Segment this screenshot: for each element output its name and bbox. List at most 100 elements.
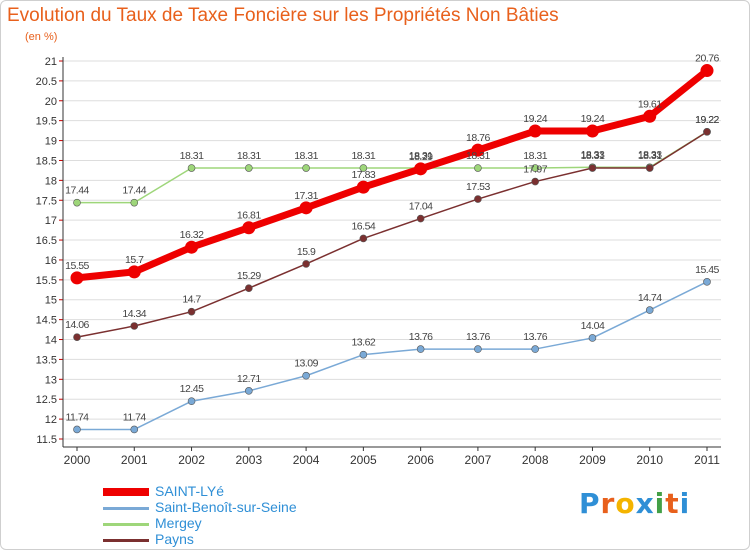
data-label: 19.24 — [581, 113, 605, 125]
legend-label: SAINT-LYé — [155, 483, 224, 499]
x-tick-label: 2004 — [293, 453, 320, 467]
y-tick-label: 15.5 — [36, 275, 57, 287]
data-point — [359, 350, 368, 359]
x-tick-label: 2008 — [522, 453, 549, 467]
legend-label: Saint-Benoît-sur-Seine — [155, 499, 297, 515]
legend-swatch — [103, 488, 149, 496]
data-label: 18.33 — [581, 149, 605, 161]
chart-unit-label: (en %) — [25, 31, 58, 43]
proxiti-logo: Proxiti — [579, 487, 690, 520]
data-point — [130, 198, 139, 207]
data-point — [359, 164, 368, 172]
data-label: 19.22 — [695, 114, 719, 126]
y-tick-label: 21 — [45, 56, 57, 68]
data-point — [531, 345, 539, 353]
data-label: 18.31 — [351, 150, 375, 162]
data-label: 18.76 — [466, 132, 490, 144]
data-label: 14.04 — [581, 320, 605, 332]
x-tick-label: 2000 — [64, 453, 91, 467]
x-tick-label: 2009 — [579, 453, 606, 467]
data-label: 13.09 — [294, 358, 318, 370]
x-tick-label: 2006 — [407, 453, 434, 467]
logo-letter: o — [615, 487, 636, 520]
data-point — [645, 164, 654, 172]
data-point — [471, 143, 485, 157]
data-label: 17.44 — [122, 185, 146, 197]
legend-label: Payns — [155, 531, 194, 547]
data-label: 17.04 — [409, 201, 433, 213]
data-label: 20.76 — [695, 53, 719, 65]
y-tick-label: 15 — [45, 295, 57, 307]
data-point — [130, 322, 139, 330]
y-tick-label: 20 — [45, 96, 57, 108]
data-label: 18.31 — [180, 150, 204, 162]
data-point — [302, 164, 310, 172]
data-point — [531, 177, 539, 186]
y-tick-label: 11.5 — [36, 434, 57, 446]
data-label: 17.44 — [65, 185, 89, 197]
data-label: 19.22 — [695, 114, 719, 126]
logo-letter: i — [679, 487, 691, 520]
data-label: 15.7 — [125, 254, 144, 266]
x-tick-label: 2003 — [235, 453, 262, 467]
data-point — [531, 164, 539, 172]
y-tick-label: 16.5 — [36, 235, 57, 247]
data-point — [73, 198, 81, 207]
legend-label: Mergey — [155, 515, 202, 531]
data-label: 11.74 — [123, 411, 147, 423]
data-point — [585, 124, 599, 138]
data-label: 14.74 — [638, 292, 662, 304]
data-point — [356, 180, 370, 194]
data-label: 13.76 — [523, 331, 547, 343]
data-label: 18.31 — [409, 150, 433, 162]
y-tick-label: 12 — [45, 414, 57, 426]
y-tick-label: 13 — [45, 374, 57, 386]
data-label: 18.31 — [581, 150, 605, 162]
data-label: 17.83 — [351, 169, 375, 181]
y-tick-label: 17.5 — [36, 195, 57, 207]
y-tick-label: 18 — [45, 175, 57, 187]
data-point — [645, 306, 654, 314]
data-point — [416, 214, 425, 223]
data-point — [245, 387, 253, 395]
data-point — [127, 265, 141, 279]
data-point — [302, 371, 310, 380]
data-point — [359, 234, 368, 243]
series-line-0 — [73, 67, 711, 282]
data-point — [242, 221, 256, 235]
data-label: 16.54 — [351, 220, 375, 232]
y-tick-label: 14.5 — [36, 315, 57, 327]
y-tick-label: 17 — [45, 215, 57, 227]
data-point — [245, 164, 253, 172]
data-point — [700, 64, 714, 78]
data-label: 15.45 — [695, 264, 719, 276]
x-tick-label: 2002 — [178, 453, 205, 467]
chart-title: Evolution du Taux de Taxe Foncière sur l… — [7, 5, 559, 26]
data-label: 12.45 — [180, 383, 204, 395]
data-label: 18.31 — [294, 150, 318, 162]
x-tick-label: 2007 — [465, 453, 492, 467]
data-point — [187, 397, 196, 406]
data-point — [588, 334, 597, 342]
data-label: 14.34 — [122, 308, 146, 320]
data-point — [416, 345, 425, 353]
data-label: 18.33 — [638, 149, 662, 161]
logo-letter: t — [665, 487, 680, 520]
y-tick-label: 19 — [45, 136, 57, 148]
data-label: 17.53 — [466, 181, 490, 193]
data-point — [643, 109, 657, 123]
data-point — [474, 345, 482, 353]
data-point — [187, 164, 196, 172]
data-point — [70, 271, 84, 285]
data-point — [73, 425, 81, 434]
logo-letter: P — [579, 487, 601, 520]
data-label: 18.29 — [409, 151, 433, 163]
y-tick-label: 16 — [45, 255, 57, 267]
data-point — [299, 201, 313, 215]
y-tick-label: 18.5 — [36, 155, 57, 167]
x-tick-label: 2011 — [694, 453, 720, 467]
y-tick-label: 20.5 — [36, 76, 57, 88]
legend-swatch — [103, 523, 149, 526]
x-tick-label: 2005 — [350, 453, 377, 467]
